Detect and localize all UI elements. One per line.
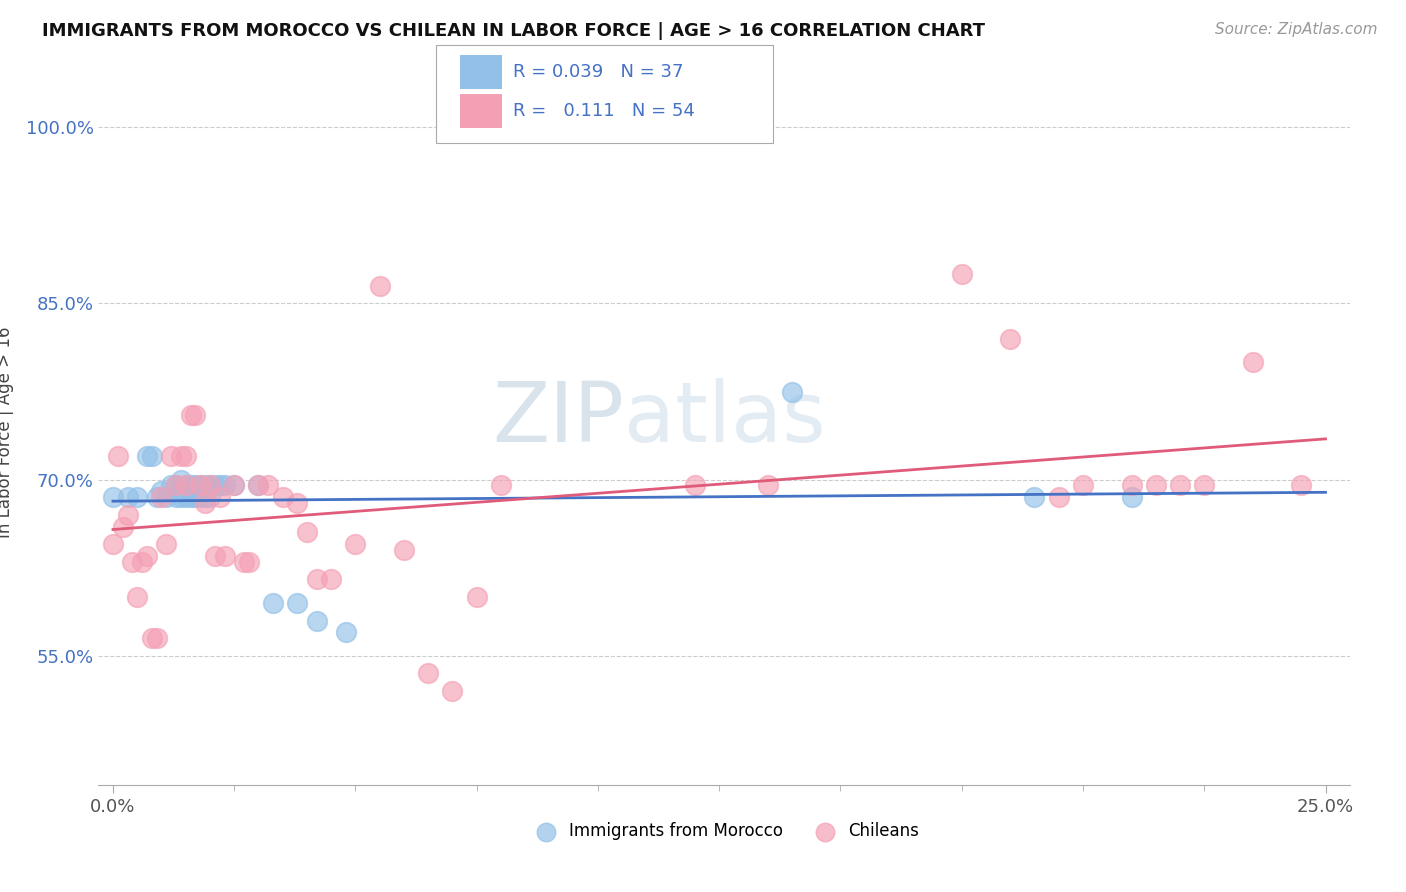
- Point: [198, 478, 221, 492]
- Point: [165, 478, 187, 492]
- Point: [238, 555, 260, 569]
- Point: [1000, 332, 1022, 346]
- Point: [1168, 478, 1191, 492]
- Point: [224, 478, 246, 492]
- Point: [141, 631, 163, 645]
- Point: [950, 267, 973, 281]
- Point: [170, 490, 193, 504]
- Text: ZIP: ZIP: [492, 378, 624, 459]
- Point: [174, 490, 197, 504]
- Point: [441, 684, 464, 698]
- Point: [465, 590, 488, 604]
- Point: [174, 449, 197, 463]
- Point: [127, 590, 149, 604]
- Point: [1121, 478, 1143, 492]
- Text: Source: ZipAtlas.com: Source: ZipAtlas.com: [1215, 22, 1378, 37]
- Point: [188, 490, 211, 504]
- Point: [121, 555, 143, 569]
- Point: [180, 408, 202, 422]
- Point: [198, 490, 221, 504]
- Point: [305, 573, 328, 587]
- Point: [208, 490, 231, 504]
- Point: [194, 496, 217, 510]
- Point: [180, 490, 202, 504]
- Point: [418, 666, 440, 681]
- Point: [224, 478, 246, 492]
- Point: [107, 449, 129, 463]
- Point: [141, 449, 163, 463]
- Point: [198, 478, 221, 492]
- Point: [135, 449, 157, 463]
- Point: [155, 490, 177, 504]
- Point: [101, 537, 124, 551]
- Point: [1071, 478, 1094, 492]
- Point: [188, 478, 211, 492]
- Point: [1121, 490, 1143, 504]
- Point: [184, 490, 207, 504]
- Point: [150, 490, 173, 504]
- Point: [214, 478, 236, 492]
- Point: [188, 478, 211, 492]
- Point: [1047, 490, 1070, 504]
- Point: [780, 384, 803, 399]
- Point: [145, 631, 167, 645]
- Point: [1024, 490, 1046, 504]
- Point: [165, 478, 187, 492]
- Point: [214, 549, 236, 563]
- Point: [204, 478, 226, 492]
- Text: R = 0.039   N = 37: R = 0.039 N = 37: [513, 63, 683, 81]
- Point: [150, 484, 173, 499]
- Text: IMMIGRANTS FROM MOROCCO VS CHILEAN IN LABOR FORCE | AGE > 16 CORRELATION CHART: IMMIGRANTS FROM MOROCCO VS CHILEAN IN LA…: [42, 22, 986, 40]
- Text: atlas: atlas: [624, 378, 825, 459]
- Point: [117, 508, 139, 522]
- Point: [392, 543, 415, 558]
- Point: [271, 490, 294, 504]
- Point: [232, 555, 254, 569]
- Point: [285, 496, 308, 510]
- Point: [194, 490, 217, 504]
- Text: R =   0.111   N = 54: R = 0.111 N = 54: [513, 102, 695, 120]
- Point: [111, 519, 134, 533]
- Point: [155, 537, 177, 551]
- Point: [295, 525, 318, 540]
- Y-axis label: In Labor Force | Age > 16: In Labor Force | Age > 16: [0, 326, 14, 539]
- Point: [204, 549, 226, 563]
- Point: [257, 478, 280, 492]
- Point: [170, 473, 193, 487]
- Point: [321, 573, 343, 587]
- Point: [127, 490, 149, 504]
- Point: [1144, 478, 1167, 492]
- Point: [262, 596, 284, 610]
- Point: [194, 478, 217, 492]
- Point: [489, 478, 512, 492]
- Point: [165, 490, 187, 504]
- Point: [247, 478, 270, 492]
- Point: [1291, 478, 1313, 492]
- Point: [285, 596, 308, 610]
- Legend: Immigrants from Morocco, Chileans: Immigrants from Morocco, Chileans: [523, 816, 925, 847]
- Point: [184, 478, 207, 492]
- Point: [335, 625, 357, 640]
- Point: [344, 537, 367, 551]
- Point: [170, 449, 193, 463]
- Point: [756, 478, 779, 492]
- Point: [117, 490, 139, 504]
- Point: [1241, 355, 1264, 369]
- Point: [180, 478, 202, 492]
- Point: [184, 408, 207, 422]
- Point: [368, 278, 391, 293]
- Point: [160, 478, 183, 492]
- Point: [305, 614, 328, 628]
- Point: [160, 449, 183, 463]
- Point: [131, 555, 153, 569]
- Point: [145, 490, 167, 504]
- Point: [208, 478, 231, 492]
- Point: [174, 478, 197, 492]
- Point: [135, 549, 157, 563]
- Point: [174, 478, 197, 492]
- Point: [683, 478, 706, 492]
- Point: [101, 490, 124, 504]
- Point: [247, 478, 270, 492]
- Point: [1194, 478, 1216, 492]
